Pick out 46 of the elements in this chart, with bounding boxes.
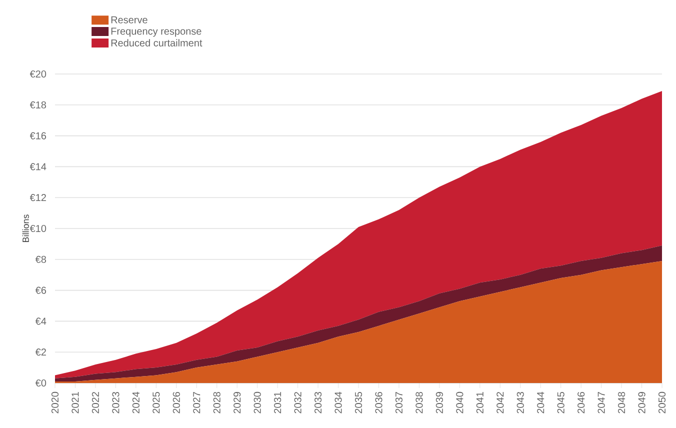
y-tick-label: €4 [35,318,46,325]
x-tick-label: 2040 [456,392,464,414]
x-tick-label: 2037 [395,392,403,414]
x-tick-label: 2039 [436,392,443,414]
y-tick-label: €14 [30,163,46,170]
x-tick-label: 2047 [598,392,605,414]
x-tick-label: 2031 [274,392,282,414]
x-tick-label: 2030 [254,392,261,414]
x-tick-label: 2026 [172,392,180,414]
x-tick-label: 2021 [72,392,79,414]
y-tick-label: €0 [35,379,46,387]
y-tick-label: €2 [35,348,46,356]
x-tick-label: 2029 [234,392,241,414]
x-tick-label: 2041 [476,392,484,414]
x-tick-label: 2027 [193,392,200,414]
x-tick-label: 2028 [213,392,220,414]
y-tick-label: €10 [30,224,46,232]
y-tick-label: €6 [35,286,46,294]
x-tick-label: 2046 [578,392,585,414]
x-tick-label: 2036 [375,392,382,414]
y-tick-label: €18 [30,101,46,108]
y-tick-label: €20 [30,70,46,78]
x-tick-label: 2024 [132,392,140,414]
x-tick-label: 2045 [557,392,564,414]
legend-label: Reduced curtailment [111,39,202,46]
x-tick-label: 2048 [618,392,626,414]
x-tick-label: 2043 [516,392,524,414]
x-tick-label: 2050 [658,392,666,414]
x-tick-label: 2033 [314,392,322,414]
x-tick-label: 2034 [334,392,342,414]
y-tick-label: €8 [35,256,46,263]
x-tick-label: 2035 [354,392,362,414]
x-tick-label: 2022 [92,392,100,414]
x-tick-label: 2049 [638,392,646,414]
x-tick-label: 2032 [294,392,302,414]
x-tick-label: 2020 [51,392,59,414]
x-tick-label: 2025 [152,392,160,414]
y-tick-label: €16 [30,132,46,140]
legend-label: Reserve [111,16,148,24]
legend-label: Frequency response [111,28,202,37]
x-tick-label: 2042 [496,392,504,414]
y-axis-title: Billions [22,214,29,242]
x-tick-label: 2044 [537,392,544,414]
y-tick-label: €12 [30,194,46,202]
x-tick-label: 2038 [416,392,423,414]
x-tick-label: 2023 [112,392,120,414]
